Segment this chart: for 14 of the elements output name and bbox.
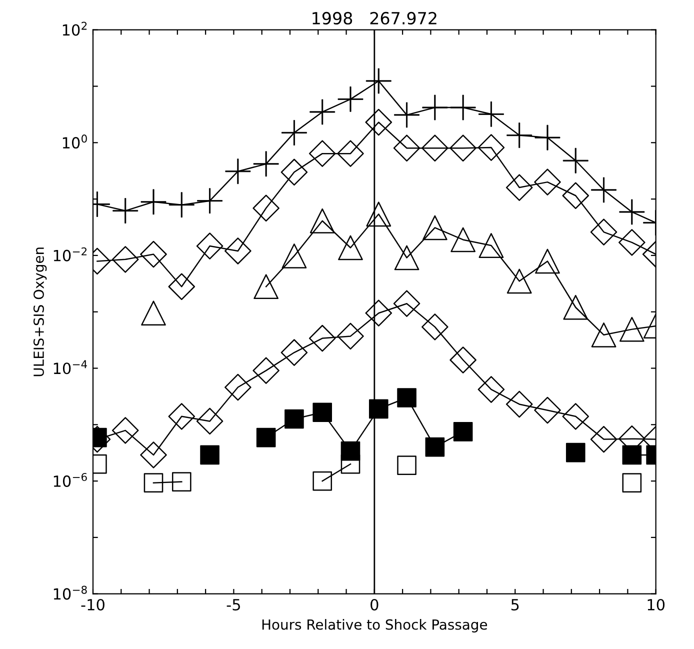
x-axis-title: Hours Relative to Shock Passage (262, 619, 488, 632)
x-tick-label: 10 (648, 598, 665, 611)
x-tick-label: -5 (226, 599, 240, 611)
x-tick-label: 5 (511, 599, 519, 611)
y-axis-title: ULEIS+SIS Oxygen (33, 248, 47, 376)
x-tick-label: -10 (81, 598, 104, 611)
chart-title: 1998 267.972 (312, 12, 436, 25)
y-tick-label: 10$^{−2}$ (54, 247, 87, 262)
y-tick-label: 10$^{−8}$ (54, 586, 87, 600)
y-tick-label: 10$^{0}$ (62, 134, 87, 149)
y-tick-label: 10$^{−4}$ (54, 360, 87, 374)
x-tick-label: 0 (370, 598, 378, 611)
y-tick-label: 10$^{−6}$ (54, 472, 87, 487)
y-tick-label: 10$^{2}$ (62, 22, 87, 36)
